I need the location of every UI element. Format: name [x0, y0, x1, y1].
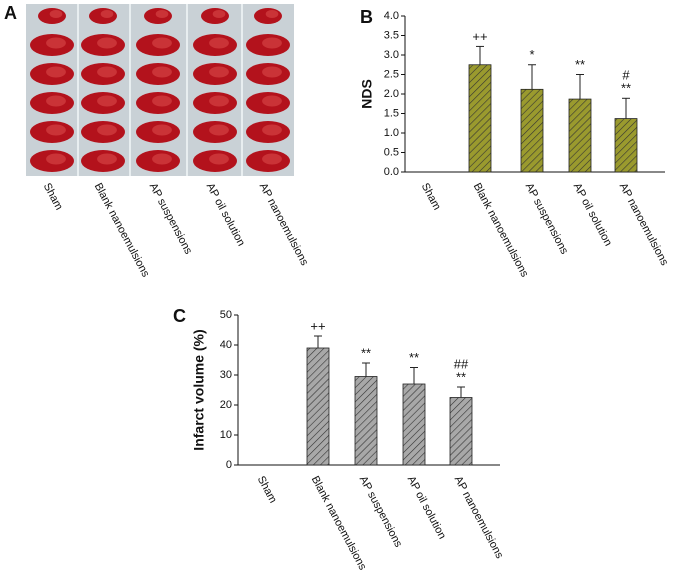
significance-mark: **: [361, 345, 371, 360]
bar: [402, 383, 426, 466]
bar: [306, 347, 330, 466]
slice-highlight: [97, 37, 117, 49]
slice-highlight: [155, 10, 169, 18]
significance-mark: **: [575, 57, 585, 72]
column-label: AP oil solution: [204, 181, 247, 248]
y-tick-label: 20: [220, 399, 232, 411]
slice-highlight: [152, 66, 172, 78]
slice-highlight: [152, 124, 172, 136]
slice-highlight: [152, 153, 172, 165]
slice-highlight: [97, 95, 117, 107]
slice-highlight: [262, 66, 282, 78]
x-tick-label: AP oil solution: [405, 474, 448, 541]
slice-highlight: [97, 124, 117, 136]
panel-label: B: [360, 7, 373, 27]
y-tick-label: 3.5: [384, 29, 399, 41]
x-tick-label: AP nanoemulsions: [617, 181, 671, 268]
photo-background: [26, 4, 294, 176]
y-tick-label: 2.5: [384, 68, 399, 80]
slice-highlight: [262, 37, 282, 49]
slice-highlight: [262, 153, 282, 165]
slice-highlight: [262, 95, 282, 107]
x-tick-label: Blank nanoemulsions: [309, 474, 369, 572]
x-tick-label: Blank nanoemulsions: [471, 181, 531, 279]
significance-mark: **: [456, 369, 466, 384]
slice-highlight: [209, 124, 229, 136]
slice-highlight: [46, 124, 66, 136]
y-tick-label: 1.5: [384, 107, 399, 119]
y-tick-label: 3.0: [384, 49, 399, 61]
slice-highlight: [209, 66, 229, 78]
slice-highlight: [152, 37, 172, 49]
y-tick-label: 0: [226, 459, 232, 471]
bar: [449, 397, 473, 466]
column-label: AP suspensions: [147, 181, 195, 257]
slice-highlight: [97, 153, 117, 165]
slice-highlight: [46, 37, 66, 49]
y-tick-label: 0.0: [384, 166, 399, 178]
x-tick-label: AP nanoemulsions: [452, 474, 506, 561]
x-tick-label: Sham: [419, 181, 443, 212]
bar: [468, 64, 492, 173]
panel-label: C: [173, 306, 186, 326]
slice-highlight: [46, 153, 66, 165]
slice-highlight: [46, 66, 66, 78]
significance-mark: ++: [310, 318, 325, 333]
significance-mark: #: [622, 68, 630, 83]
x-tick-label: AP oil solution: [571, 181, 614, 248]
bar: [520, 88, 544, 173]
significance-mark: *: [529, 47, 534, 62]
bar: [354, 376, 378, 466]
x-tick-label: AP suspensions: [523, 181, 571, 257]
x-tick-label: AP suspensions: [357, 474, 405, 550]
y-tick-label: 4.0: [384, 10, 399, 22]
y-tick-label: 50: [220, 309, 232, 321]
y-axis-title: Infarct volume (%): [191, 329, 207, 450]
column-label: Sham: [41, 181, 65, 212]
significance-mark: ++: [472, 29, 487, 44]
y-tick-label: 40: [220, 339, 232, 351]
y-tick-label: 2.0: [384, 88, 399, 100]
slice-highlight: [209, 153, 229, 165]
bar: [614, 118, 638, 173]
slice-highlight: [46, 95, 66, 107]
y-axis-title: NDS: [359, 79, 375, 109]
y-tick-label: 30: [220, 369, 232, 381]
column-label: Blank nanoemulsions: [92, 181, 152, 279]
slice-highlight: [212, 10, 226, 18]
significance-mark: **: [409, 350, 419, 365]
y-tick-label: 0.5: [384, 146, 399, 158]
slice-highlight: [97, 66, 117, 78]
slice-highlight: [262, 124, 282, 136]
y-tick-label: 1.0: [384, 127, 399, 139]
y-tick-label: 10: [220, 429, 232, 441]
significance-mark: ##: [454, 356, 469, 371]
slice-highlight: [100, 10, 114, 18]
panel-label: A: [4, 3, 17, 23]
significance-mark: **: [621, 81, 631, 96]
slice-highlight: [49, 10, 63, 18]
slice-highlight: [209, 37, 229, 49]
slice-highlight: [209, 95, 229, 107]
slice-highlight: [152, 95, 172, 107]
slice-highlight: [265, 10, 279, 18]
column-label: AP nanoemulsions: [257, 181, 311, 268]
x-tick-label: Sham: [255, 474, 279, 505]
photo-panel: [26, 4, 294, 176]
bar: [568, 98, 592, 173]
